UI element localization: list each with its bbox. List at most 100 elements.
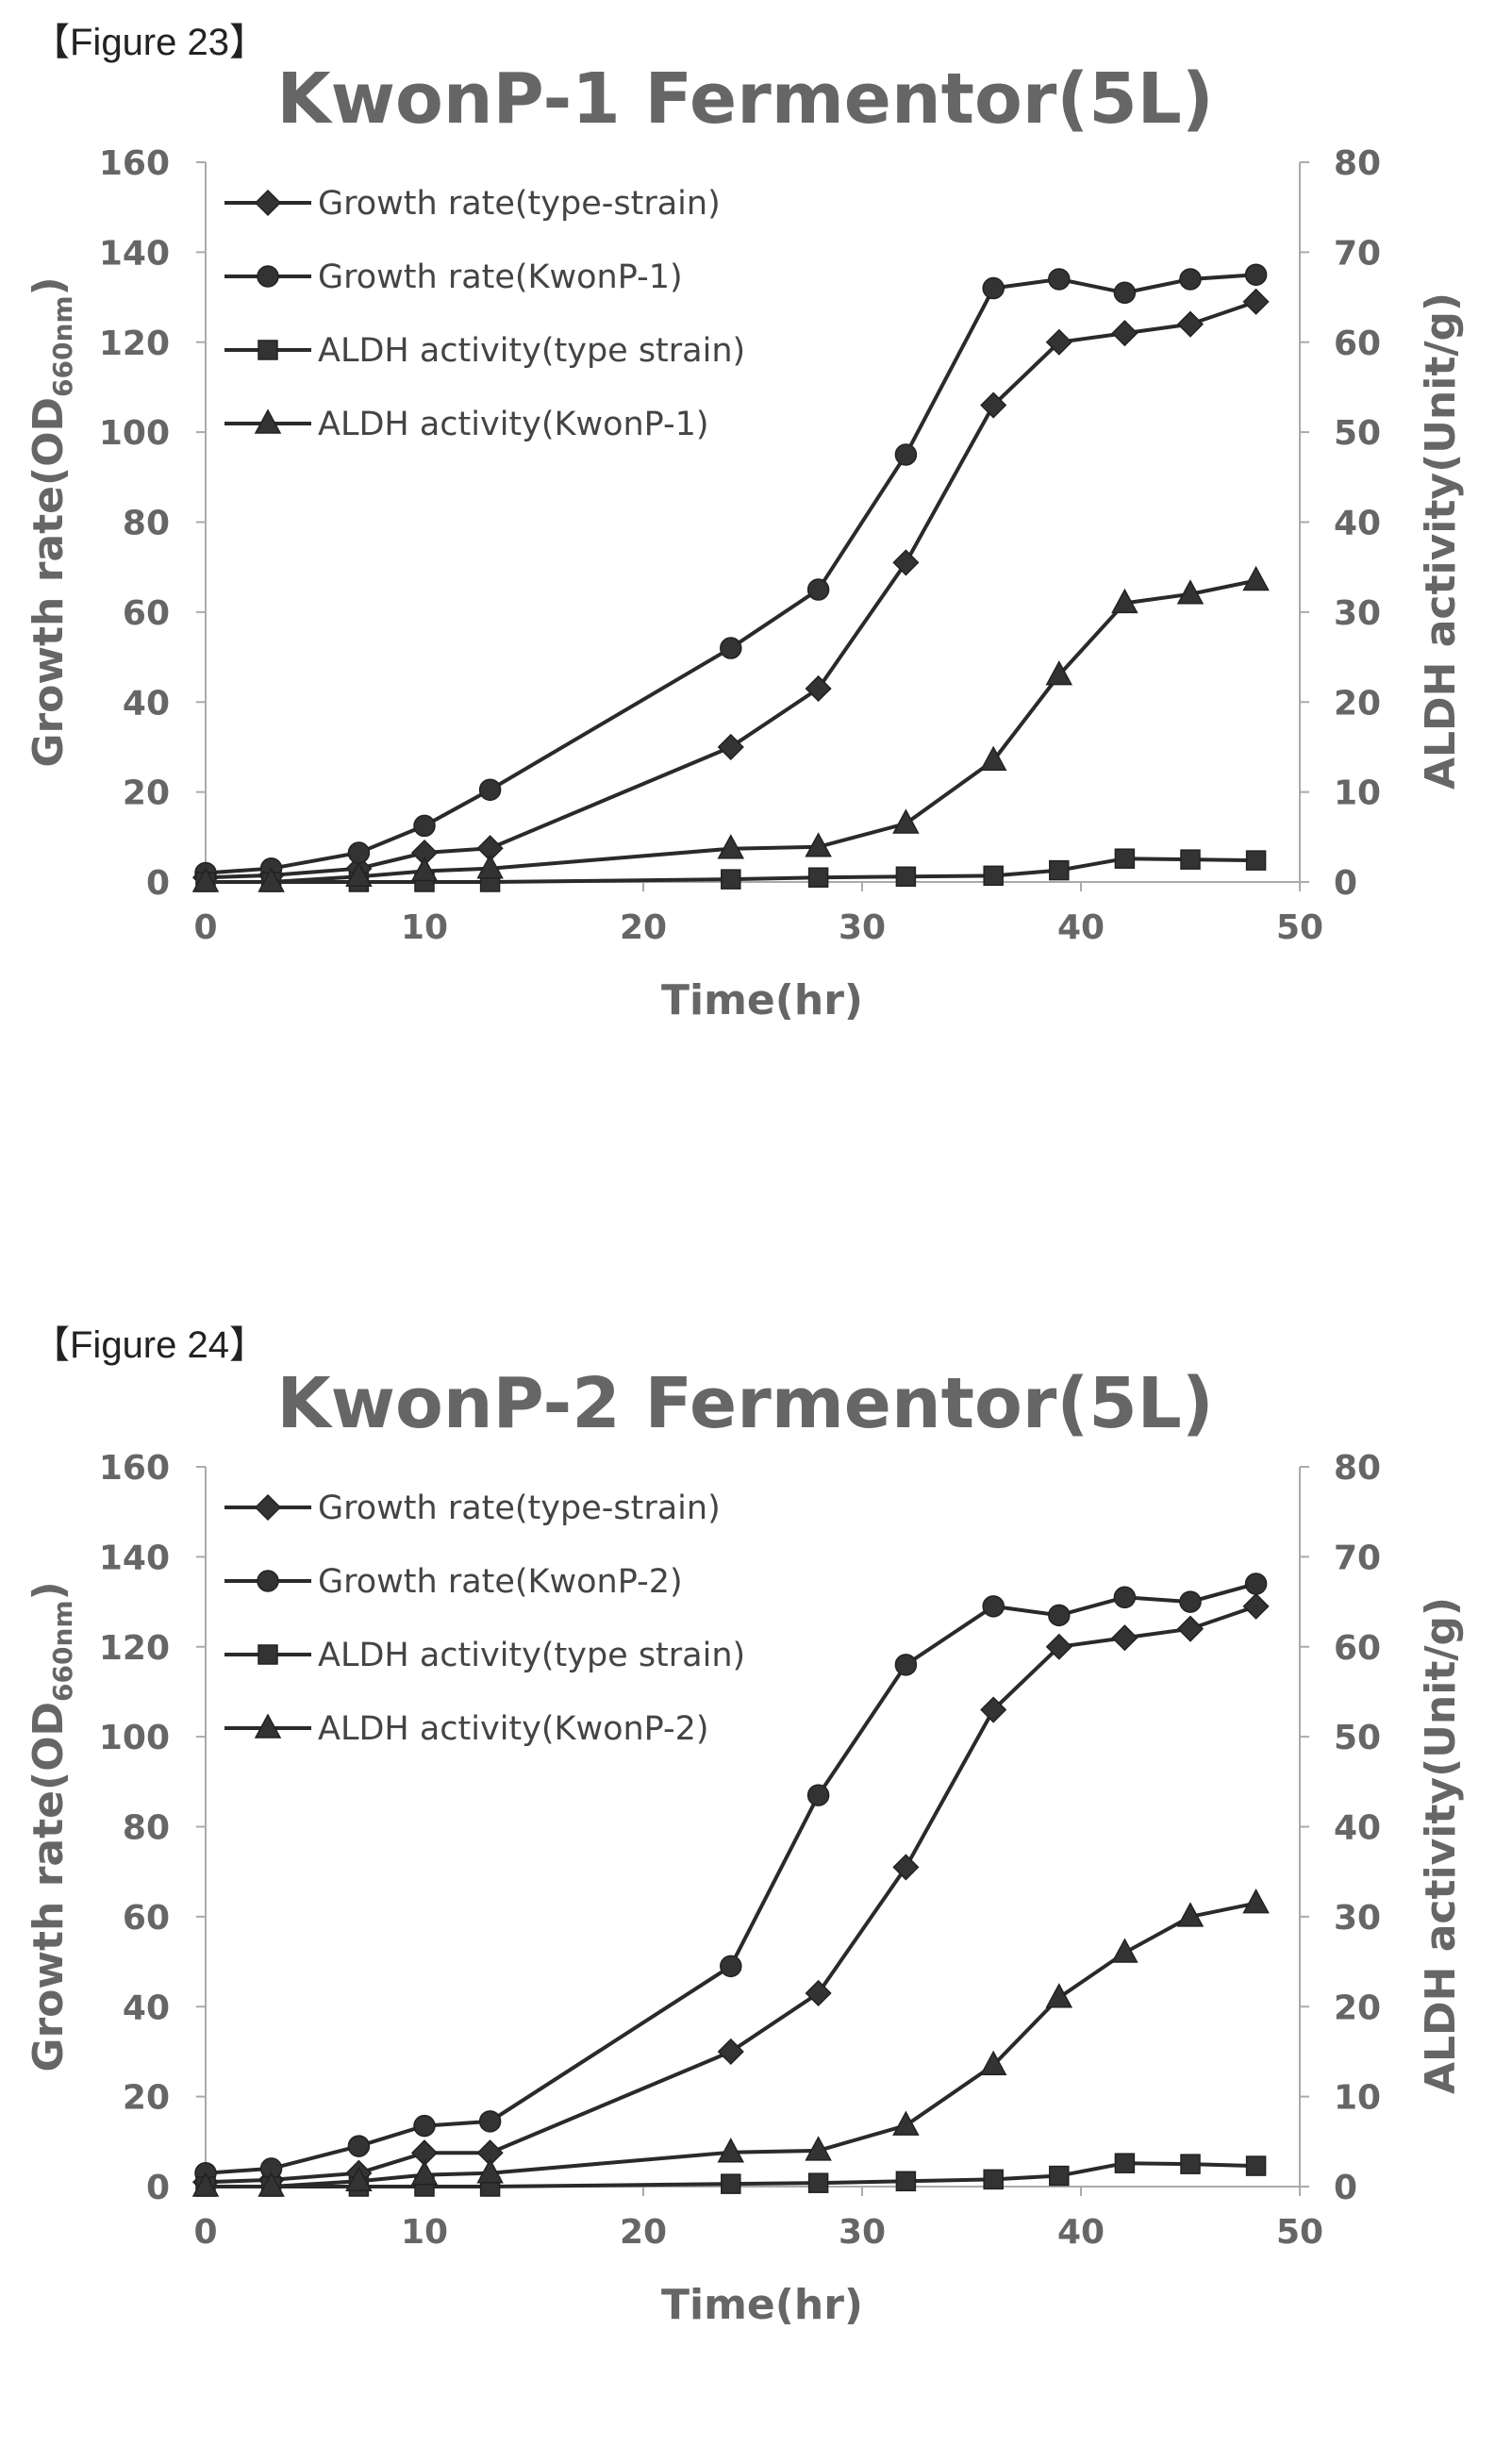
right-tick-label: 20 — [1334, 684, 1381, 723]
left-tick-label: 140 — [99, 234, 170, 273]
series-circle — [194, 1572, 1268, 2185]
data-point — [894, 1654, 918, 1676]
data-point — [1244, 263, 1268, 286]
data-point — [982, 276, 1005, 300]
data-point — [478, 2110, 502, 2133]
data-point — [721, 869, 741, 890]
chart-title: KwonP-2 Fermentor(5L) — [276, 1363, 1213, 1444]
data-point — [347, 841, 371, 864]
data-point — [345, 861, 373, 888]
legend-marker — [254, 408, 282, 434]
data-point — [1045, 1633, 1072, 1660]
legend-label: ALDH activity(KwonP-2) — [318, 1710, 709, 1748]
x-tick-label: 10 — [401, 2213, 448, 2252]
y-axis-label-main: Growth rate(OD — [25, 1702, 73, 2072]
y-axis-label-subscript: 660nm — [47, 1600, 78, 1702]
data-point — [1176, 1615, 1205, 1642]
right-tick-label: 70 — [1334, 1539, 1381, 1577]
x-tick-label: 20 — [620, 2213, 667, 2252]
data-point — [1114, 848, 1136, 869]
data-point — [717, 834, 745, 859]
data-point — [980, 1696, 1007, 1723]
x-tick-label: 50 — [1276, 2213, 1323, 2252]
data-point — [1242, 1592, 1270, 1620]
legend-marker — [258, 1644, 278, 1665]
legend-label: ALDH activity(type strain) — [318, 1637, 745, 1674]
data-point — [1176, 310, 1205, 338]
data-point — [1176, 1902, 1205, 1927]
data-point — [1113, 281, 1137, 305]
data-point — [982, 1595, 1005, 1618]
legend-label: ALDH activity(KwonP-1) — [318, 406, 709, 443]
data-point — [476, 854, 504, 879]
left-tick-label: 160 — [99, 1449, 170, 1488]
left-tick-label: 100 — [99, 414, 170, 453]
x-tick-label: 10 — [401, 908, 448, 947]
chart-kwonp2: KwonP-2 Fermentor(5L)0204060801001201401… — [25, 1363, 1465, 2329]
data-point — [1048, 1604, 1071, 1627]
data-point — [805, 2136, 832, 2161]
legend-marker — [254, 189, 282, 217]
legend-label: ALDH activity(type strain) — [318, 332, 745, 370]
y-axis-label: Growth rate(OD660nm) — [25, 1581, 78, 2072]
right-tick-label: 50 — [1334, 1719, 1381, 1757]
data-point — [476, 2158, 504, 2184]
left-tick-label: 40 — [123, 1988, 170, 2027]
right-tick-label: 0 — [1334, 2169, 1357, 2207]
data-point — [721, 2173, 741, 2194]
series-triangle — [191, 565, 1270, 892]
data-point — [807, 867, 829, 888]
left-tick-label: 0 — [146, 2169, 170, 2207]
data-point — [892, 2110, 920, 2136]
data-point — [1111, 1938, 1138, 1963]
right-tick-label: 60 — [1334, 1629, 1381, 1668]
series-diamond — [191, 1592, 1270, 2196]
data-point — [1045, 660, 1073, 686]
data-point — [1045, 328, 1072, 356]
figure-23-label: 【Figure 23】 — [32, 22, 267, 63]
left-tick-label: 80 — [123, 1809, 170, 1848]
left-tick-label: 20 — [123, 2079, 170, 2118]
right-tick-label: 30 — [1334, 594, 1381, 633]
data-point — [1242, 565, 1270, 591]
data-point — [892, 1854, 920, 1881]
data-point — [720, 1955, 742, 1978]
y-axis-label-close: ) — [25, 276, 73, 295]
left-tick-label: 100 — [99, 1719, 170, 1757]
data-point — [1180, 2154, 1201, 2174]
data-point — [1111, 588, 1138, 614]
data-point — [1179, 268, 1202, 291]
series-diamond — [191, 288, 1270, 891]
data-point — [892, 808, 920, 834]
right-tick-label: 50 — [1334, 414, 1381, 453]
data-point — [894, 443, 918, 466]
legend-marker — [257, 1570, 279, 1592]
legend-marker — [257, 265, 279, 288]
right-tick-label: 60 — [1334, 324, 1381, 363]
right-tick-label: 30 — [1334, 1899, 1381, 1938]
y2-axis-label: ALDH activity(Unit/g) — [1417, 1597, 1465, 2094]
series-triangle — [191, 1888, 1270, 2197]
data-point — [1244, 1572, 1268, 1595]
x-tick-label: 50 — [1276, 908, 1323, 947]
right-tick-label: 40 — [1334, 1809, 1381, 1848]
x-axis-label: Time(hr) — [661, 2281, 863, 2329]
x-tick-label: 30 — [839, 2213, 886, 2252]
right-tick-label: 80 — [1334, 144, 1381, 183]
data-point — [478, 778, 502, 801]
x-tick-label: 0 — [193, 908, 217, 947]
data-point — [805, 674, 832, 703]
y-axis-label-subscript: 660nm — [47, 295, 78, 397]
data-point — [895, 866, 917, 888]
chart-title: KwonP-1 Fermentor(5L) — [276, 58, 1213, 140]
left-tick-label: 120 — [99, 1629, 170, 1668]
data-point — [983, 865, 1004, 887]
data-point — [1176, 579, 1205, 605]
legend: Growth rate(type-strain) Growth rate(Kwon… — [224, 185, 745, 443]
right-tick-label: 0 — [1334, 864, 1357, 903]
x-tick-label: 30 — [839, 908, 886, 947]
right-tick-label: 40 — [1334, 505, 1381, 543]
data-point — [980, 391, 1007, 419]
data-point — [983, 2169, 1004, 2190]
right-tick-label: 70 — [1334, 234, 1381, 273]
